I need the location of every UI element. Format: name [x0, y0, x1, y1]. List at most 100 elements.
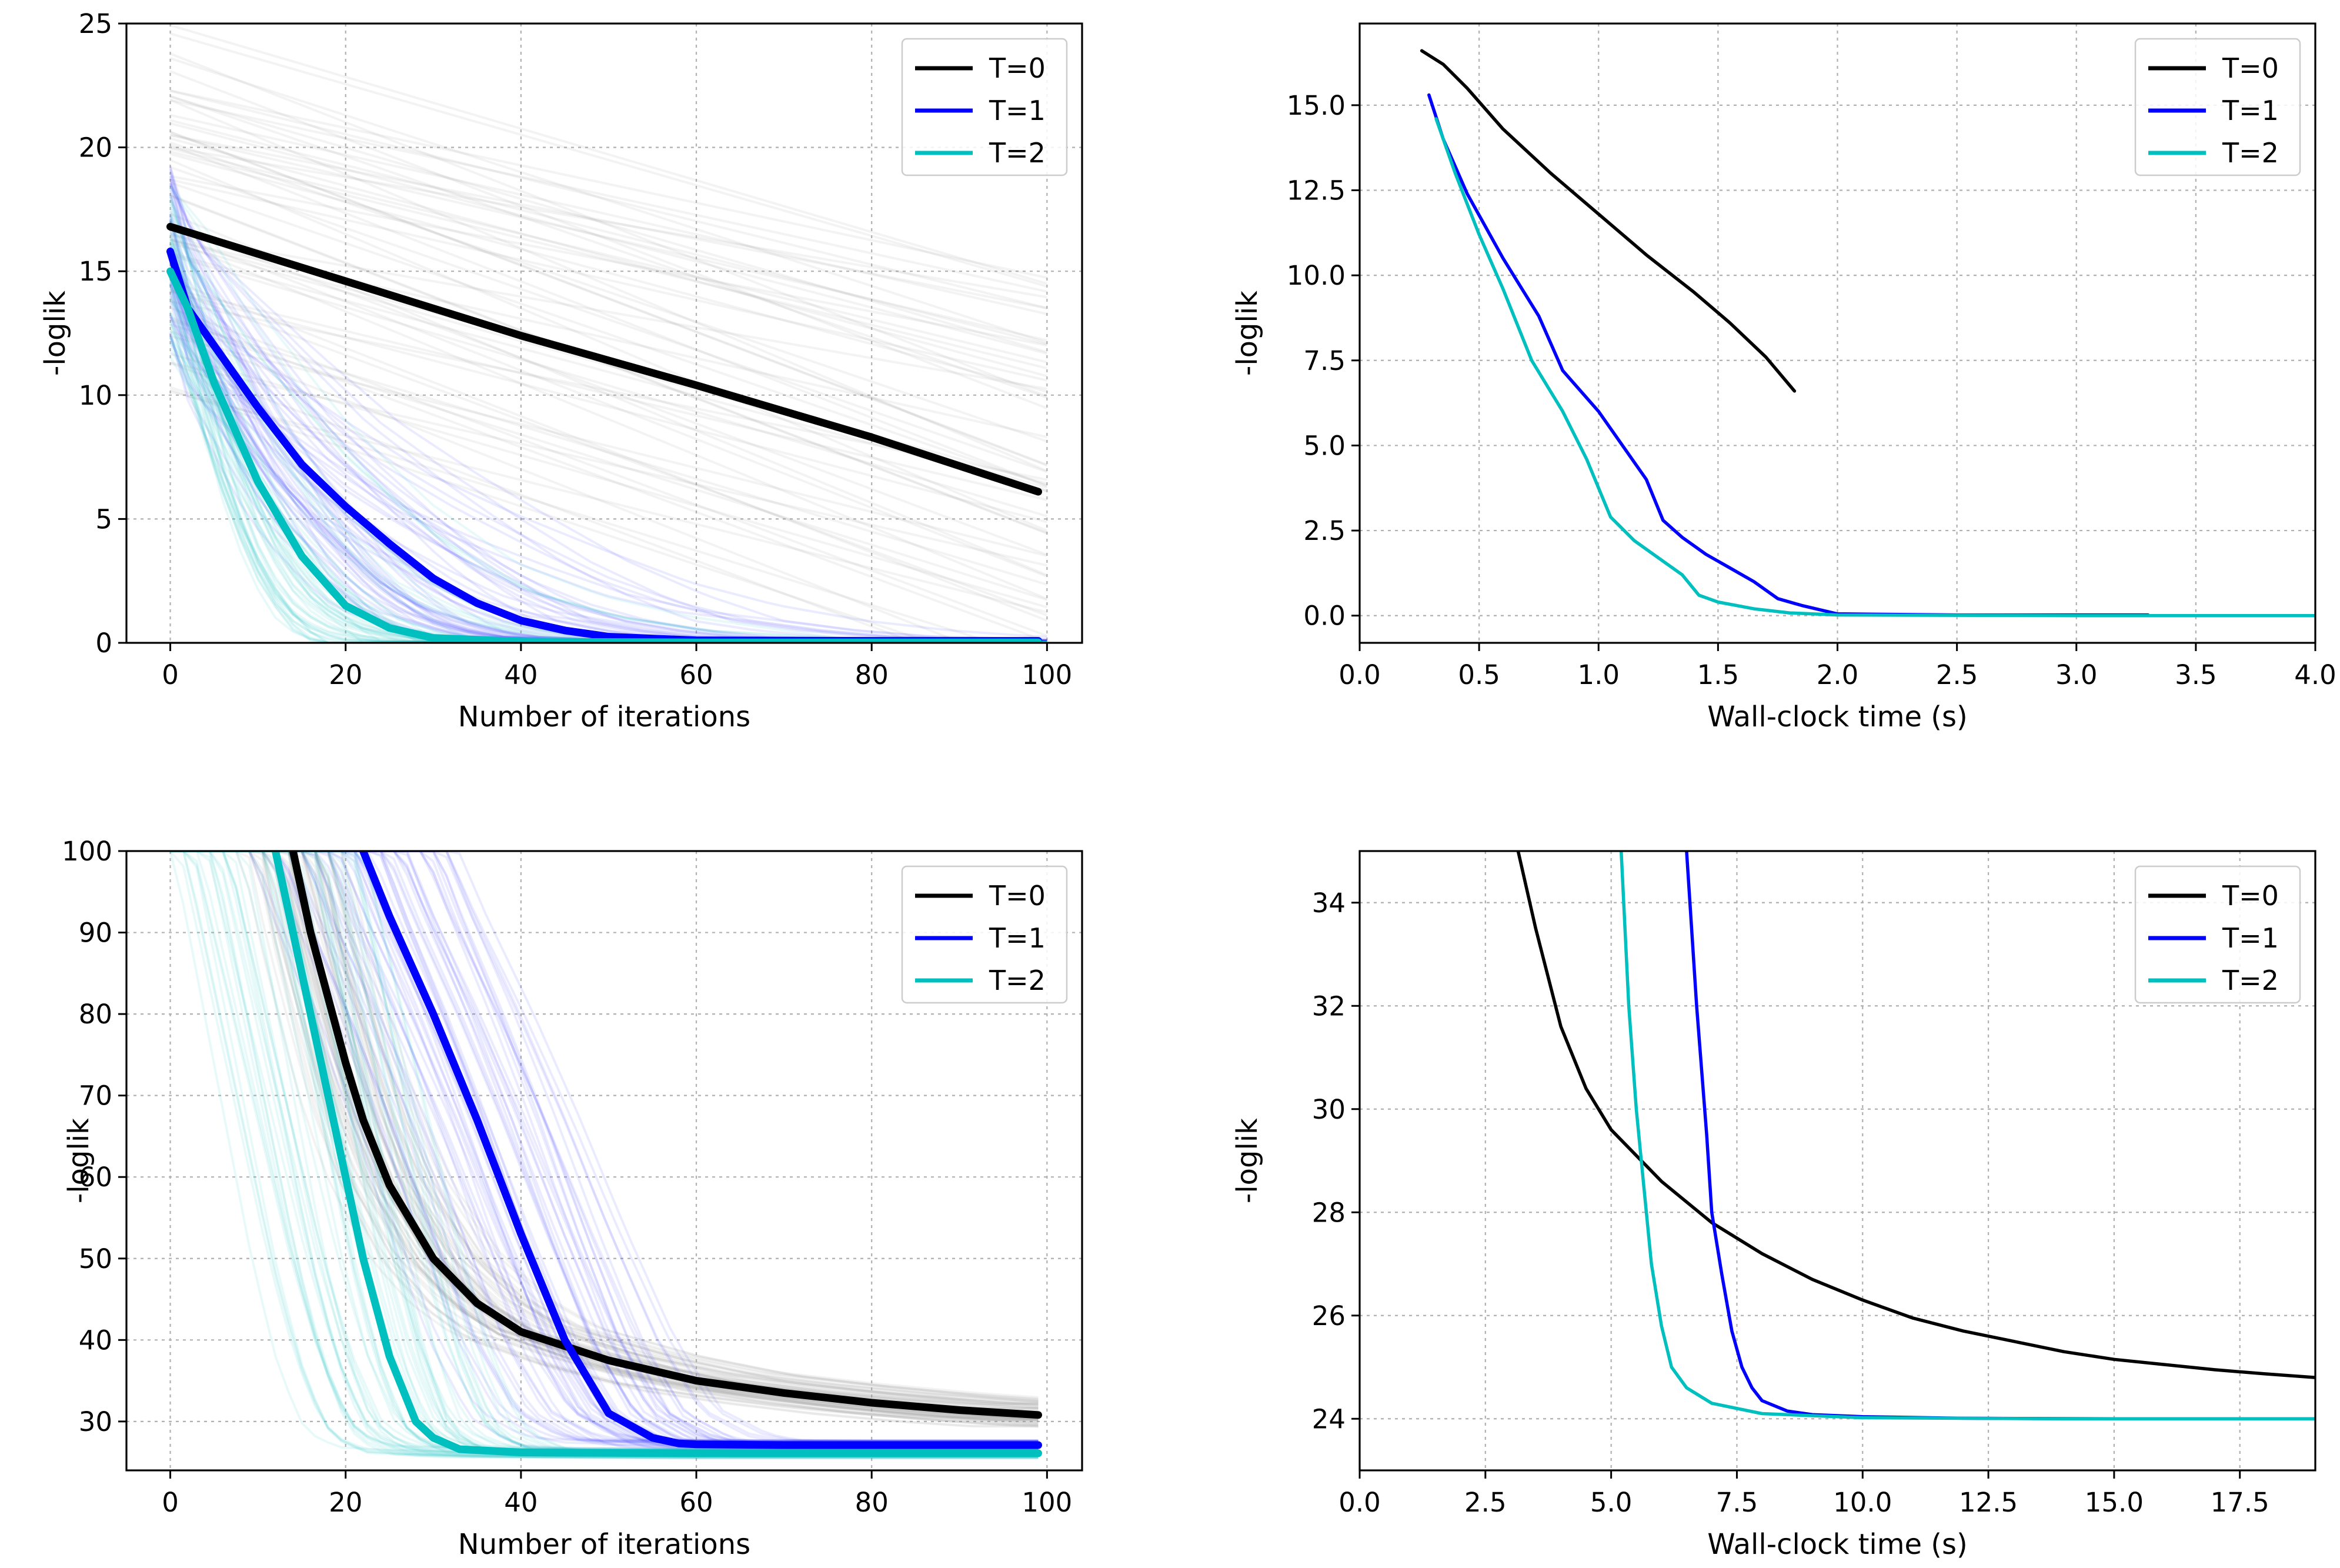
background-trajectory — [170, 287, 1047, 501]
background-trajectory — [170, 851, 1039, 1403]
x-tick-label: 15.0 — [2085, 1487, 2144, 1518]
background-trajectory — [170, 851, 1039, 1405]
background-trajectory — [170, 851, 1039, 1426]
background-trajectory — [169, 243, 1047, 642]
background-trajectory — [169, 181, 1048, 487]
series-line-T=1 — [1427, 93, 2150, 617]
y-tick-label: 5 — [95, 503, 112, 535]
background-trajectory — [169, 279, 1048, 622]
background-trajectory — [170, 851, 1039, 1424]
series-line-T=2 — [271, 851, 1042, 1457]
x-tick-label: 7.5 — [1716, 1487, 1758, 1518]
legend-label: T=0 — [2222, 880, 2279, 912]
legend-box — [901, 38, 1068, 176]
background-trajectory — [169, 122, 1047, 355]
y-tick-label: 28 — [1312, 1197, 1346, 1228]
y-tick-label: 100 — [62, 836, 112, 867]
background-trajectory — [169, 316, 1047, 642]
legend-label: T=2 — [989, 965, 1046, 996]
legend: T=0 T=1 T=2 — [901, 38, 1068, 176]
background-trajectory — [170, 851, 1039, 1417]
background-trajectory — [170, 851, 1039, 1459]
background-trajectory — [170, 851, 1039, 1407]
background-trajectory — [170, 851, 1039, 1409]
background-trajectory — [170, 851, 1039, 1403]
background-trajectory — [169, 253, 1047, 518]
legend-box — [2134, 865, 2301, 1004]
background-trajectory — [170, 851, 1039, 1443]
y-tick-label: 0.0 — [1303, 600, 1346, 632]
background-trajectory — [169, 152, 1047, 393]
background-trajectory — [170, 851, 1039, 1419]
x-tick-label: 3.5 — [2175, 659, 2217, 690]
panel-top-right: 0.0 0.5 1.0 1.5 2.0 2.5 3.0 3.5 4.0 0.0 2.5 5.0 7.5 1… — [1231, 22, 2336, 733]
background-trajectory — [169, 315, 1047, 641]
x-tick-label: 80 — [855, 659, 889, 690]
panel-top-left: 0 20 40 60 80 100 0 5 10 15 20 25 Number of iteratio… — [39, 8, 1083, 733]
x-tick-label: 17.5 — [2211, 1487, 2269, 1518]
background-trajectory — [169, 290, 1047, 523]
background-trajectory — [169, 195, 1048, 535]
plot-area — [169, 851, 1042, 1460]
background-trajectory — [170, 361, 1047, 567]
x-tick-label: 12.5 — [1959, 1487, 2018, 1518]
x-tick-label: 20 — [329, 1487, 362, 1518]
background-trajectory — [170, 851, 1039, 1459]
x-tick-label: 0 — [162, 659, 179, 690]
background-trajectory — [169, 166, 1048, 473]
y-axis-label: -loglik — [1231, 1118, 1264, 1203]
background-trajectory — [170, 851, 1039, 1420]
x-tick-label: 100 — [1022, 1487, 1072, 1518]
background-trajectory — [170, 89, 1047, 309]
background-trajectory — [169, 306, 1048, 638]
panel-bottom-right: 0.0 2.5 5.0 7.5 10.0 12.5 15.0 17.5 24 26 28 30 32 34… — [1231, 850, 2316, 1561]
legend-label: T=1 — [2222, 922, 2279, 954]
y-tick-label: 24 — [1312, 1403, 1346, 1434]
background-trajectory — [169, 386, 997, 643]
background-trajectory — [169, 388, 936, 643]
background-trajectory — [169, 184, 1047, 641]
legend-label: T=2 — [989, 137, 1046, 169]
background-trajectory — [170, 851, 1039, 1400]
background-trajectory — [169, 289, 1048, 617]
x-tick-label: 2.0 — [1817, 659, 1859, 690]
y-tick-label: 90 — [79, 918, 112, 949]
legend: T=0 T=1 T=2 — [2134, 38, 2301, 176]
y-axis-label: -loglik — [62, 1118, 95, 1203]
background-trajectory — [170, 119, 1047, 346]
background-trajectory — [170, 851, 1039, 1403]
background-trajectory — [170, 851, 1039, 1410]
background-trajectory — [169, 323, 1047, 601]
x-tick-label: 60 — [679, 1487, 713, 1518]
background-trajectory — [170, 233, 1047, 391]
background-trajectory — [169, 131, 1048, 466]
background-trajectory — [170, 851, 1039, 1443]
legend-label: T=0 — [989, 880, 1046, 912]
y-tick-label: 20 — [79, 132, 112, 164]
x-tick-label: 40 — [504, 659, 538, 690]
legend: T=0 T=1 T=2 — [901, 865, 1068, 1004]
background-trajectory — [170, 851, 1039, 1442]
background-trajectory — [170, 134, 1047, 310]
series-line-T=0 — [1420, 49, 1797, 393]
background-trajectory — [169, 232, 1048, 578]
x-tick-label: 4.0 — [2294, 659, 2336, 690]
y-tick-label: 10 — [79, 380, 112, 411]
y-tick-label: 25 — [79, 8, 112, 39]
y-tick-label: 26 — [1312, 1300, 1346, 1332]
background-trajectory — [170, 851, 1039, 1459]
background-trajectory — [169, 141, 1048, 443]
background-trajectory — [169, 70, 1048, 409]
background-trajectory — [170, 851, 1039, 1459]
background-trajectory — [170, 851, 1039, 1421]
x-tick-label: 0 — [162, 1487, 179, 1518]
background-trajectory — [169, 52, 1048, 398]
y-tick-label: 34 — [1312, 888, 1346, 919]
series-line-T=0 — [166, 222, 1042, 496]
legend-label: T=1 — [2222, 95, 2279, 126]
x-tick-label: 3.0 — [2055, 659, 2098, 690]
legend-label: T=0 — [989, 52, 1046, 84]
y-axis-label: -loglik — [39, 291, 72, 376]
series-line-T=2 — [1434, 117, 2315, 618]
background-trajectory — [170, 851, 1039, 1407]
